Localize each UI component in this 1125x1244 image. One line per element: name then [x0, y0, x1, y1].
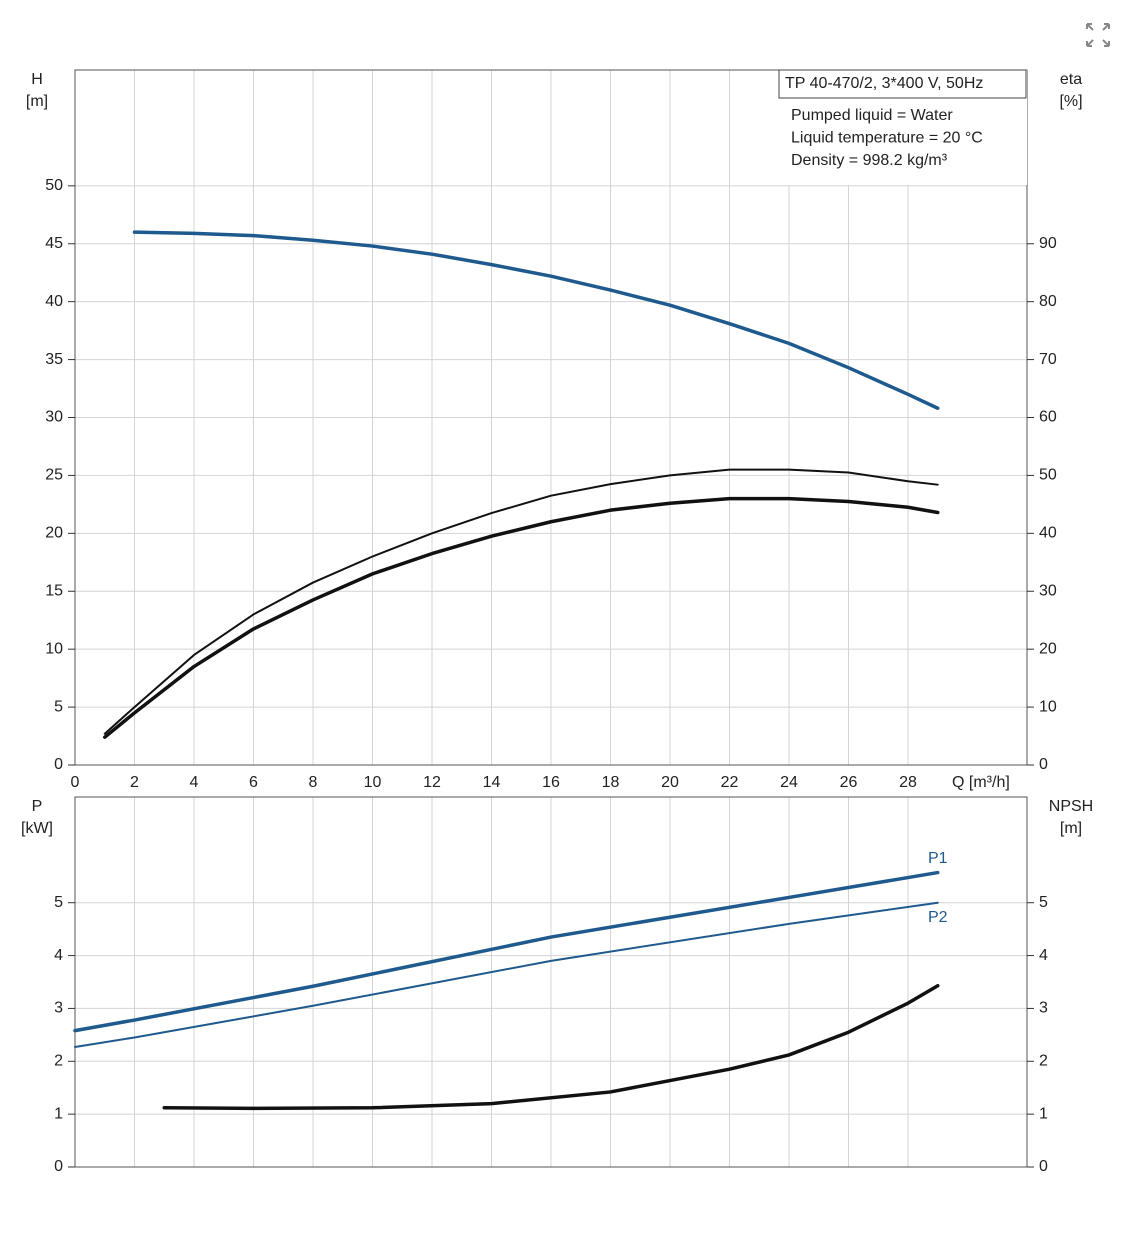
curve [74, 901, 939, 1049]
x-axis-label: Q [m³/h] [952, 774, 1010, 791]
curve [103, 496, 940, 739]
y-tick-label: 0 [54, 1158, 63, 1175]
y2-tick-label: 0 [1039, 1158, 1048, 1175]
y2-axis-unit: [%] [1059, 93, 1082, 110]
y-axis-unit: [kW] [21, 820, 53, 837]
y2-axis-label: eta [1060, 71, 1082, 88]
info-title-box [778, 69, 1027, 99]
y2-tick-label: 60 [1039, 409, 1057, 426]
x-tick-label: 18 [602, 774, 620, 791]
y-tick-label: 45 [45, 235, 63, 252]
curve [73, 870, 940, 1033]
x-tick-label: 28 [899, 774, 917, 791]
y2-tick-label: 2 [1039, 1053, 1048, 1070]
y2-tick-label: 80 [1039, 293, 1057, 310]
y2-tick-label: 90 [1039, 235, 1057, 252]
curve [103, 468, 939, 735]
y-tick-label: 40 [45, 293, 63, 310]
y2-tick-label: 20 [1039, 640, 1057, 657]
plot-frame [74, 796, 1028, 1168]
x-tick-label: 24 [780, 774, 798, 791]
y2-tick-label: 30 [1039, 582, 1057, 599]
x-tick-label: 26 [840, 774, 858, 791]
y-tick-label: 15 [45, 582, 63, 599]
y2-tick-label: 3 [1039, 1000, 1048, 1017]
y-tick-label: 10 [45, 640, 63, 657]
y2-axis-label: NPSH [1049, 798, 1093, 815]
curve-label: P1 [928, 850, 948, 867]
info-line: Density = 998.2 kg/m³ [791, 152, 948, 169]
y-tick-label: 35 [45, 351, 63, 368]
y2-tick-label: 0 [1039, 756, 1048, 773]
x-tick-label: 16 [542, 774, 560, 791]
x-tick-label: 12 [423, 774, 441, 791]
y-tick-label: 4 [54, 947, 63, 964]
y-tick-label: 2 [54, 1053, 63, 1070]
y-axis-unit: [m] [26, 93, 48, 110]
x-tick-label: 20 [661, 774, 679, 791]
y2-axis-unit: [m] [1060, 820, 1082, 837]
x-tick-label: 22 [721, 774, 739, 791]
y-tick-label: 30 [45, 409, 63, 426]
x-tick-label: 6 [249, 774, 258, 791]
curve [162, 983, 940, 1111]
y-tick-label: 3 [54, 1000, 63, 1017]
y2-tick-label: 70 [1039, 351, 1057, 368]
y-axis-label: H [31, 71, 43, 88]
y-tick-label: 50 [45, 177, 63, 194]
x-tick-label: 4 [190, 774, 199, 791]
curve-label: P2 [928, 909, 948, 926]
x-tick-label: 8 [309, 774, 318, 791]
y2-tick-label: 1 [1039, 1105, 1048, 1122]
x-tick-label: 10 [364, 774, 382, 791]
expand-icon[interactable] [1086, 23, 1110, 47]
y2-tick-label: 10 [1039, 698, 1057, 715]
y-tick-label: 0 [54, 756, 63, 773]
info-line: Pumped liquid = Water [791, 107, 953, 124]
x-tick-label: 14 [483, 774, 501, 791]
y2-tick-label: 50 [1039, 467, 1057, 484]
info-title: TP 40-470/2, 3*400 V, 50Hz [785, 75, 983, 92]
x-tick-label: 2 [130, 774, 139, 791]
y-tick-label: 20 [45, 525, 63, 542]
y2-tick-label: 5 [1039, 894, 1048, 911]
curve [132, 230, 940, 410]
y-axis-label: P [32, 798, 43, 815]
x-tick-label: 0 [71, 774, 80, 791]
y-tick-label: 1 [54, 1105, 63, 1122]
info-line: Liquid temperature = 20 °C [791, 130, 983, 147]
y2-tick-label: 4 [1039, 947, 1048, 964]
y-tick-label: 5 [54, 894, 63, 911]
y-tick-label: 5 [54, 698, 63, 715]
y-tick-label: 25 [45, 467, 63, 484]
y2-tick-label: 40 [1039, 525, 1057, 542]
